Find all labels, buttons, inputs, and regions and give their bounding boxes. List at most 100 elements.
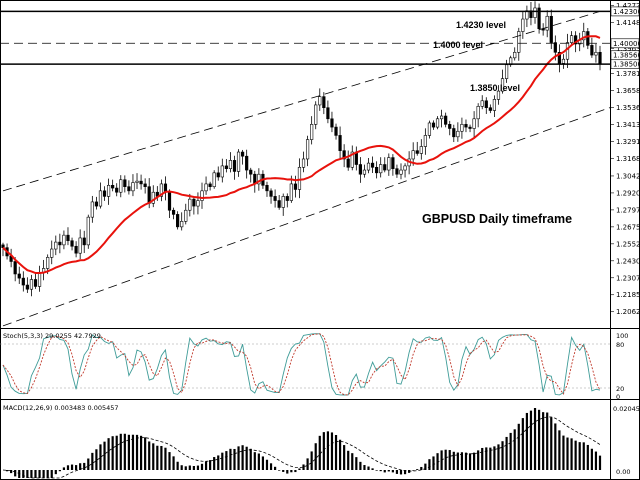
candle xyxy=(521,11,525,39)
price-tick-label: 1.26750 xyxy=(616,223,640,231)
candle xyxy=(448,120,452,136)
price-tick-label: 1.34135 xyxy=(616,121,640,129)
candle xyxy=(460,117,464,139)
candle xyxy=(66,227,70,246)
candle xyxy=(435,116,440,130)
candle xyxy=(269,188,273,204)
candle xyxy=(301,151,306,173)
candle xyxy=(33,272,38,289)
candle xyxy=(399,163,403,180)
candle xyxy=(143,178,147,194)
candle xyxy=(119,175,123,198)
price-tag-label: 1.38560 xyxy=(613,52,640,60)
candle xyxy=(582,22,586,48)
candle xyxy=(488,104,492,114)
price-tick-label: 1.27975 xyxy=(616,206,640,214)
candle xyxy=(139,174,143,190)
candle xyxy=(598,45,602,71)
price-tick-label: 1.20625 xyxy=(616,308,640,316)
candle xyxy=(452,124,456,143)
candle xyxy=(472,111,476,138)
stochastic-pane: Stoch(5,3,3) 29.0255 42.7929 100 80 20 0 xyxy=(0,332,640,401)
candle xyxy=(468,124,472,133)
level-label-14230: 1.4230 level xyxy=(456,20,506,30)
candle xyxy=(200,182,204,209)
candle xyxy=(127,180,131,195)
candle xyxy=(492,95,497,118)
candles-group xyxy=(1,1,602,297)
candle xyxy=(330,111,334,133)
candle xyxy=(236,149,241,177)
candle xyxy=(171,207,176,220)
candle xyxy=(326,100,330,124)
candle xyxy=(135,173,139,190)
candle xyxy=(517,27,521,61)
candle xyxy=(285,193,289,208)
macd-signal-line xyxy=(2,416,601,479)
candle xyxy=(265,181,269,197)
candle xyxy=(208,181,212,191)
candle xyxy=(346,150,350,171)
candle xyxy=(314,101,318,130)
candle xyxy=(427,120,432,139)
price-tag-label: 1.40000 xyxy=(613,40,640,48)
candle xyxy=(220,158,224,183)
candle xyxy=(403,163,407,178)
candle xyxy=(151,185,155,208)
stoch-label: Stoch(5,3,3) 29.0255 42.7929 xyxy=(3,332,101,340)
candle xyxy=(366,157,371,174)
stoch-signal-line xyxy=(2,333,601,396)
candle xyxy=(338,126,342,160)
candle xyxy=(484,97,488,114)
candle xyxy=(192,196,196,215)
candle xyxy=(545,10,549,38)
candle xyxy=(444,112,448,128)
candle xyxy=(232,155,237,180)
price-tag: 1.38500 xyxy=(610,59,640,69)
macd-label: MACD(12,26,9) 0.003483 0.005457 xyxy=(3,404,119,412)
chart-title: GBPUSD Daily timeframe xyxy=(422,212,572,226)
stoch-tick-20: 20 xyxy=(616,385,624,393)
candle xyxy=(74,241,78,258)
candle xyxy=(305,135,310,167)
macd-tick-zero: 0.00 xyxy=(616,468,630,476)
candle xyxy=(342,144,346,168)
price-tick-label: 1.36585 xyxy=(616,87,640,95)
candle xyxy=(423,128,427,155)
candle xyxy=(431,120,436,130)
candle xyxy=(391,154,395,176)
candle xyxy=(464,119,468,133)
candle xyxy=(375,161,379,179)
candle xyxy=(204,176,208,195)
candle xyxy=(513,47,517,61)
price-tick-label: 1.42720 xyxy=(616,2,640,10)
price-tick-label: 1.25525 xyxy=(616,240,640,248)
candle xyxy=(362,164,367,178)
price-tick-label: 1.23075 xyxy=(616,274,640,282)
price-tick-label: 1.24300 xyxy=(616,257,640,265)
price-tick-label: 1.21850 xyxy=(616,291,640,299)
candle xyxy=(123,175,127,193)
candle xyxy=(184,203,188,225)
stoch-tick-80: 80 xyxy=(616,341,624,349)
candle xyxy=(212,170,216,189)
candle xyxy=(590,37,594,58)
moving-average-line xyxy=(2,35,601,274)
candle xyxy=(569,31,574,46)
price-tag-label: 1.38500 xyxy=(613,61,640,69)
macd-tick-top: 0.020458 xyxy=(613,405,640,413)
candle xyxy=(334,123,338,140)
candle xyxy=(480,95,484,110)
candle xyxy=(249,167,253,183)
price-tag-label: 1.42300 xyxy=(613,8,640,16)
candle xyxy=(180,212,184,231)
candle xyxy=(13,257,17,282)
candle xyxy=(440,109,444,128)
price-tick-label: 1.30425 xyxy=(616,172,640,180)
candle xyxy=(322,92,326,115)
candle xyxy=(102,186,107,201)
candle xyxy=(245,149,249,179)
macd-histogram xyxy=(5,408,602,478)
